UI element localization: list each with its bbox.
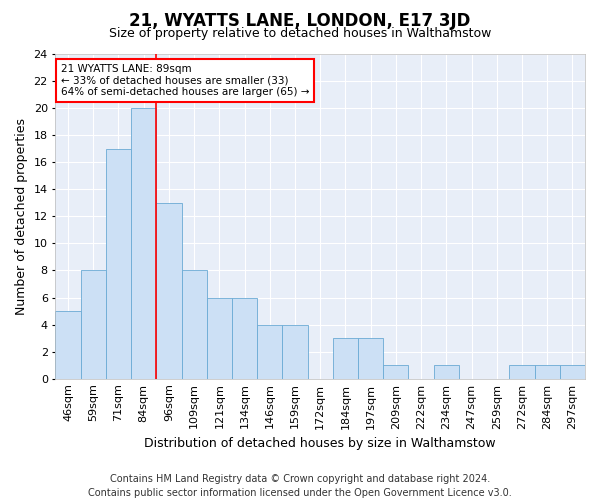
Bar [257, 324, 283, 378]
Bar [80, 270, 106, 378]
Bar [157, 203, 182, 378]
X-axis label: Distribution of detached houses by size in Walthamstow: Distribution of detached houses by size … [145, 437, 496, 450]
Text: 21, WYATTS LANE, LONDON, E17 3JD: 21, WYATTS LANE, LONDON, E17 3JD [130, 12, 470, 30]
Bar [106, 148, 131, 378]
Text: Size of property relative to detached houses in Walthamstow: Size of property relative to detached ho… [109, 28, 491, 40]
Y-axis label: Number of detached properties: Number of detached properties [15, 118, 28, 315]
Bar [131, 108, 157, 378]
Bar [383, 365, 409, 378]
Bar [333, 338, 358, 378]
Bar [182, 270, 207, 378]
Bar [207, 298, 232, 378]
Bar [509, 365, 535, 378]
Text: Contains HM Land Registry data © Crown copyright and database right 2024.
Contai: Contains HM Land Registry data © Crown c… [88, 474, 512, 498]
Bar [358, 338, 383, 378]
Bar [560, 365, 585, 378]
Bar [283, 324, 308, 378]
Bar [232, 298, 257, 378]
Bar [535, 365, 560, 378]
Bar [55, 311, 80, 378]
Text: 21 WYATTS LANE: 89sqm
← 33% of detached houses are smaller (33)
64% of semi-deta: 21 WYATTS LANE: 89sqm ← 33% of detached … [61, 64, 309, 97]
Bar [434, 365, 459, 378]
